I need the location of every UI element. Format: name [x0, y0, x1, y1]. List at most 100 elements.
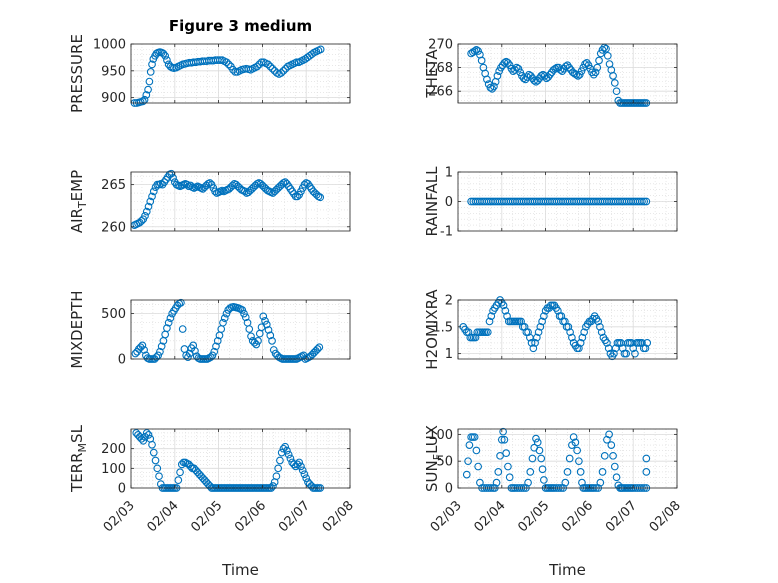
data-point [642, 454, 651, 463]
data-point [474, 47, 482, 55]
data-point [146, 68, 155, 76]
data-point [568, 333, 576, 342]
axes-box [457, 299, 678, 360]
data-point [609, 451, 617, 460]
data-point [146, 197, 155, 206]
data-point [205, 179, 214, 187]
x-axis-label: Time [548, 561, 586, 579]
data-point [554, 306, 562, 315]
data-point [241, 187, 249, 196]
data-point [578, 333, 587, 342]
data-point [148, 60, 156, 69]
data-point [176, 468, 184, 477]
chart-title: Figure 3 medium [169, 17, 312, 35]
data-point [210, 347, 219, 356]
data-point [598, 468, 607, 476]
data-point [465, 441, 474, 449]
data-point [277, 69, 286, 77]
axes-box [457, 428, 678, 489]
data-point [184, 353, 192, 362]
data-point [268, 64, 277, 73]
x-axis-label: Time [221, 561, 259, 579]
data-point [471, 333, 480, 342]
data-point [253, 62, 261, 71]
data-point [268, 336, 276, 345]
data-point [538, 317, 546, 326]
series-h2omixra [459, 296, 652, 361]
data-point [269, 346, 278, 354]
data-point [576, 468, 585, 476]
data-point [638, 197, 646, 206]
data-point [603, 51, 612, 60]
y-tick-label: 50 [436, 455, 453, 470]
panel-air-temp: 260 265 AIRTEMP [68, 169, 351, 235]
data-point [139, 436, 148, 445]
data-point [295, 458, 304, 467]
y-tick-label: 265 [101, 178, 126, 193]
data-point [222, 58, 231, 67]
data-point [262, 320, 271, 329]
y-tick-label: 500 [101, 307, 126, 322]
data-point [533, 438, 542, 447]
y-tick-label: 900 [101, 91, 126, 106]
data-point [566, 328, 574, 337]
data-point [499, 427, 507, 436]
y-axis-label: PRESSURE [68, 34, 86, 113]
data-point [492, 478, 501, 487]
data-point [523, 73, 532, 81]
axes-box [130, 43, 351, 104]
data-point [252, 340, 261, 349]
axes-background [131, 429, 350, 488]
data-point [517, 317, 525, 326]
data-point [596, 478, 605, 487]
x-tick-label: 02/03 [428, 498, 465, 535]
x-tick-label: 02/08 [320, 498, 357, 535]
data-point [164, 318, 173, 327]
data-point [159, 49, 168, 58]
data-point [247, 332, 255, 341]
data-point [575, 457, 583, 466]
y-tick-label: 0 [445, 195, 453, 210]
data-point [524, 328, 532, 337]
data-point [212, 342, 220, 351]
data-point [565, 454, 574, 463]
data-point [493, 72, 502, 80]
data-point [272, 472, 281, 481]
data-point [472, 446, 481, 455]
data-point [494, 468, 503, 476]
data-point [551, 64, 560, 73]
data-point [504, 59, 512, 67]
data-point [483, 328, 492, 337]
data-point [575, 344, 583, 353]
data-point [576, 339, 585, 347]
data-point [504, 462, 512, 471]
data-point [257, 58, 266, 67]
data-point [266, 331, 275, 340]
data-point [527, 339, 536, 347]
data-point [238, 306, 247, 314]
data-point [642, 468, 651, 476]
data-point [163, 56, 171, 64]
data-point [531, 339, 539, 347]
data-point [580, 328, 588, 337]
data-point [177, 298, 185, 307]
data-point [138, 341, 147, 350]
data-point [539, 312, 548, 320]
data-point [514, 64, 523, 73]
panel-h2omixra: 1 1.5 2 H2OMIXRA [423, 289, 678, 370]
y-tick-label: 260 [101, 220, 126, 235]
data-point [224, 60, 233, 69]
y-axis-label: THETA [423, 49, 441, 99]
x-tick-label: 02/07 [276, 498, 313, 535]
data-point [222, 309, 231, 318]
y-tick-label: 200 [101, 442, 126, 457]
panel-mixdepth: 0 500 MIXDEPTH [68, 290, 351, 369]
y-tick-label: 0 [118, 353, 126, 368]
data-point [300, 470, 309, 479]
y-axis-label: SUNFLUX [423, 425, 444, 492]
data-point [575, 70, 584, 79]
data-point [589, 70, 598, 79]
data-point [501, 306, 510, 315]
y-tick-label: 1.5 [432, 320, 453, 335]
